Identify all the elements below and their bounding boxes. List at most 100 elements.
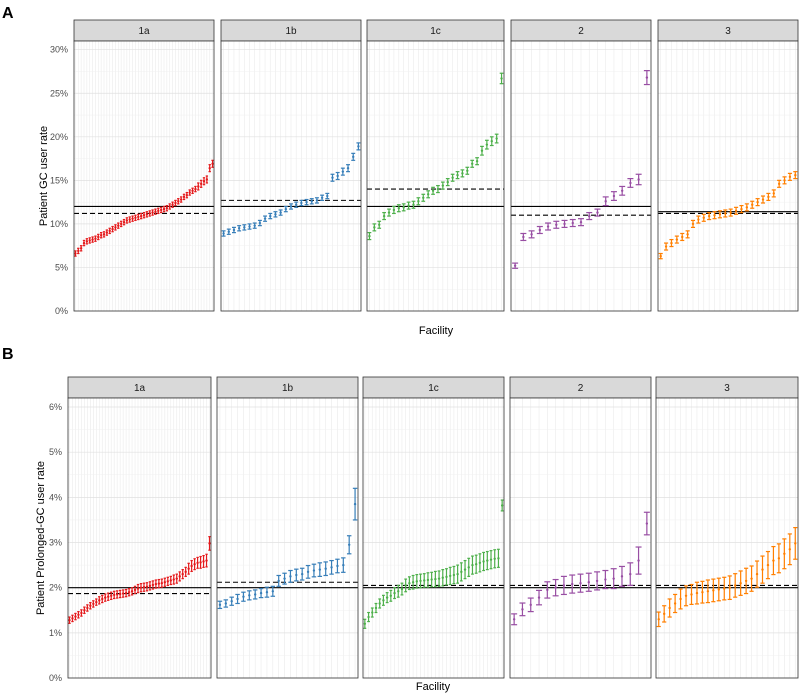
error-bar bbox=[643, 70, 650, 86]
data-point bbox=[367, 615, 370, 619]
error-bar bbox=[323, 561, 328, 577]
data-point bbox=[109, 594, 113, 598]
panel-border bbox=[509, 397, 652, 679]
error-bar bbox=[536, 589, 543, 606]
data-point bbox=[755, 572, 759, 576]
panel-background bbox=[658, 41, 798, 311]
data-point bbox=[426, 193, 430, 196]
data-point bbox=[431, 189, 435, 193]
data-point bbox=[142, 586, 146, 589]
data-point bbox=[222, 232, 225, 235]
error-bar bbox=[667, 598, 672, 618]
error-bar bbox=[128, 216, 131, 223]
y-tick-label: 0% bbox=[55, 306, 68, 316]
error-bar bbox=[475, 157, 479, 166]
data-point bbox=[385, 596, 389, 599]
error-bar bbox=[411, 574, 415, 590]
error-bar bbox=[674, 235, 679, 244]
data-point bbox=[336, 174, 339, 178]
error-bar bbox=[154, 208, 157, 215]
data-point bbox=[197, 185, 200, 188]
error-bar bbox=[162, 205, 166, 213]
data-point bbox=[175, 577, 178, 580]
error-bar bbox=[340, 167, 345, 176]
facet-3: 3 bbox=[655, 376, 799, 679]
data-point bbox=[512, 618, 516, 621]
data-point bbox=[117, 224, 120, 227]
data-point bbox=[470, 162, 474, 166]
error-bar bbox=[104, 593, 107, 602]
facet-1b: 1b bbox=[216, 376, 359, 679]
data-point bbox=[165, 207, 169, 210]
y-tick-label: 30% bbox=[50, 45, 68, 55]
data-point bbox=[151, 211, 154, 214]
data-point bbox=[353, 502, 357, 506]
facet-strip-label: 1a bbox=[138, 26, 150, 37]
error-bar bbox=[460, 169, 465, 178]
data-point bbox=[289, 205, 293, 208]
error-bar bbox=[404, 578, 408, 593]
data-point bbox=[77, 613, 80, 616]
data-point bbox=[430, 578, 433, 581]
error-bar bbox=[304, 198, 309, 206]
error-bar bbox=[171, 201, 174, 208]
data-point bbox=[393, 591, 396, 595]
data-point bbox=[88, 239, 91, 242]
error-bar bbox=[426, 572, 430, 588]
error-bar bbox=[202, 177, 206, 186]
error-bar bbox=[577, 573, 584, 593]
data-point bbox=[342, 563, 345, 567]
data-point bbox=[423, 579, 426, 582]
data-point bbox=[546, 225, 550, 228]
error-bar bbox=[127, 587, 131, 597]
error-bar bbox=[258, 587, 264, 599]
data-point bbox=[713, 213, 716, 217]
error-bar bbox=[777, 179, 782, 188]
error-bar bbox=[305, 564, 311, 579]
error-bar bbox=[544, 581, 551, 599]
error-bar bbox=[79, 245, 83, 252]
chart-b: B Patient Prolonged-GC user rate 0% 1% 2% 3% 4… bbox=[2, 346, 799, 693]
data-point bbox=[382, 599, 385, 602]
error-bar bbox=[199, 179, 203, 188]
data-point bbox=[538, 228, 542, 232]
data-point bbox=[162, 207, 166, 211]
error-bar bbox=[585, 572, 592, 592]
error-bar bbox=[482, 551, 486, 572]
data-point bbox=[724, 212, 727, 215]
error-bar bbox=[470, 159, 475, 168]
error-bar bbox=[77, 611, 80, 619]
panel-border bbox=[362, 397, 505, 679]
error-bar bbox=[519, 602, 526, 617]
error-bar bbox=[618, 565, 625, 587]
data-point bbox=[115, 593, 119, 596]
data-point bbox=[456, 572, 459, 576]
data-point bbox=[139, 214, 143, 218]
error-bar bbox=[683, 585, 689, 607]
error-bar bbox=[199, 555, 202, 569]
data-point bbox=[330, 566, 333, 569]
data-point bbox=[756, 200, 759, 204]
data-point bbox=[596, 211, 599, 214]
error-bar bbox=[148, 210, 151, 217]
data-point bbox=[579, 220, 583, 224]
error-bar bbox=[122, 218, 126, 226]
data-point bbox=[460, 570, 463, 574]
data-point bbox=[101, 597, 104, 601]
data-point bbox=[331, 176, 334, 179]
data-point bbox=[772, 559, 775, 562]
error-bar bbox=[168, 203, 171, 210]
data-point bbox=[521, 608, 524, 611]
data-point bbox=[283, 577, 286, 580]
panel-border bbox=[655, 397, 799, 679]
data-point bbox=[474, 562, 478, 566]
data-point bbox=[357, 145, 360, 148]
error-bar bbox=[680, 232, 685, 242]
data-point bbox=[145, 213, 149, 216]
error-bar bbox=[283, 205, 288, 213]
error-bar bbox=[352, 487, 358, 521]
error-bar bbox=[500, 499, 504, 512]
data-point bbox=[263, 217, 267, 220]
y-axis-title: Patient Prolonged-GC user rate bbox=[35, 461, 47, 615]
error-bar bbox=[512, 262, 519, 269]
